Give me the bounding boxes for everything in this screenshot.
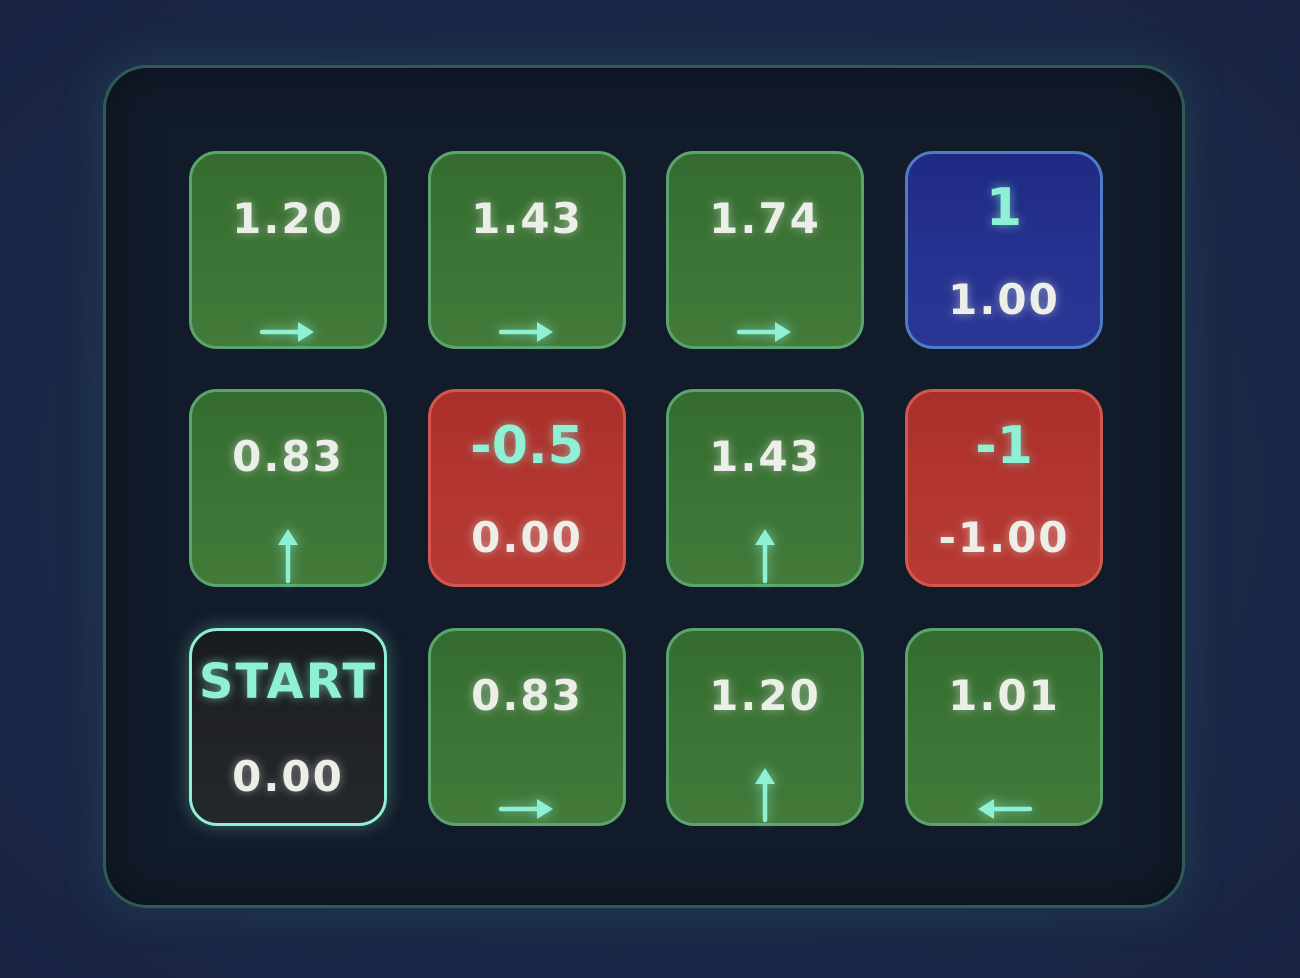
grid-cell-r3-c2[interactable]: 0.83	[428, 628, 626, 826]
reward-label: -1	[975, 416, 1033, 476]
reward-label: -0.5	[470, 416, 584, 476]
grid-cell-r2-c1[interactable]: 0.83	[189, 389, 387, 587]
state-value: 0.83	[471, 671, 583, 720]
arrow-right-icon	[736, 322, 791, 342]
grid-cell-r1-c1[interactable]: 1.20	[189, 151, 387, 349]
grid-cell-r2-c2-penalty[interactable]: -0.5 0.00	[428, 389, 626, 587]
grid-cell-r3-c4[interactable]: 1.01	[905, 628, 1103, 826]
arrow-right-icon	[259, 322, 314, 342]
state-value: 1.20	[709, 671, 821, 720]
state-value: -1.00	[938, 513, 1070, 562]
state-value: 1.43	[471, 194, 583, 243]
gridworld-board: 1.20 1.43 1.74 1 1.00 0.83 -0.5 0.00	[103, 65, 1185, 908]
arrow-up-icon	[755, 768, 775, 823]
state-value: 1.74	[709, 194, 821, 243]
state-value: 1.43	[709, 432, 821, 481]
state-value: 1.00	[948, 275, 1060, 324]
grid-cell-r3-c1-start[interactable]: START 0.00	[189, 628, 387, 826]
state-value: 1.01	[948, 671, 1060, 720]
arrow-left-icon	[978, 799, 1033, 819]
arrow-right-icon	[498, 322, 553, 342]
arrow-right-icon	[498, 799, 553, 819]
grid-cell-r1-c2[interactable]: 1.43	[428, 151, 626, 349]
arrow-up-icon	[278, 529, 298, 584]
start-label: START	[198, 654, 378, 710]
grid-cell-r2-c4-penalty[interactable]: -1 -1.00	[905, 389, 1103, 587]
state-value: 0.00	[471, 513, 583, 562]
grid-cell-r1-c3[interactable]: 1.74	[666, 151, 864, 349]
state-value: 0.00	[232, 752, 344, 801]
grid-cell-r2-c3[interactable]: 1.43	[666, 389, 864, 587]
state-value: 0.83	[232, 432, 344, 481]
state-value: 1.20	[232, 194, 344, 243]
reward-label: 1	[985, 178, 1023, 238]
grid-cell-r3-c3[interactable]: 1.20	[666, 628, 864, 826]
grid-cell-r1-c4-goal[interactable]: 1 1.00	[905, 151, 1103, 349]
arrow-up-icon	[755, 529, 775, 584]
